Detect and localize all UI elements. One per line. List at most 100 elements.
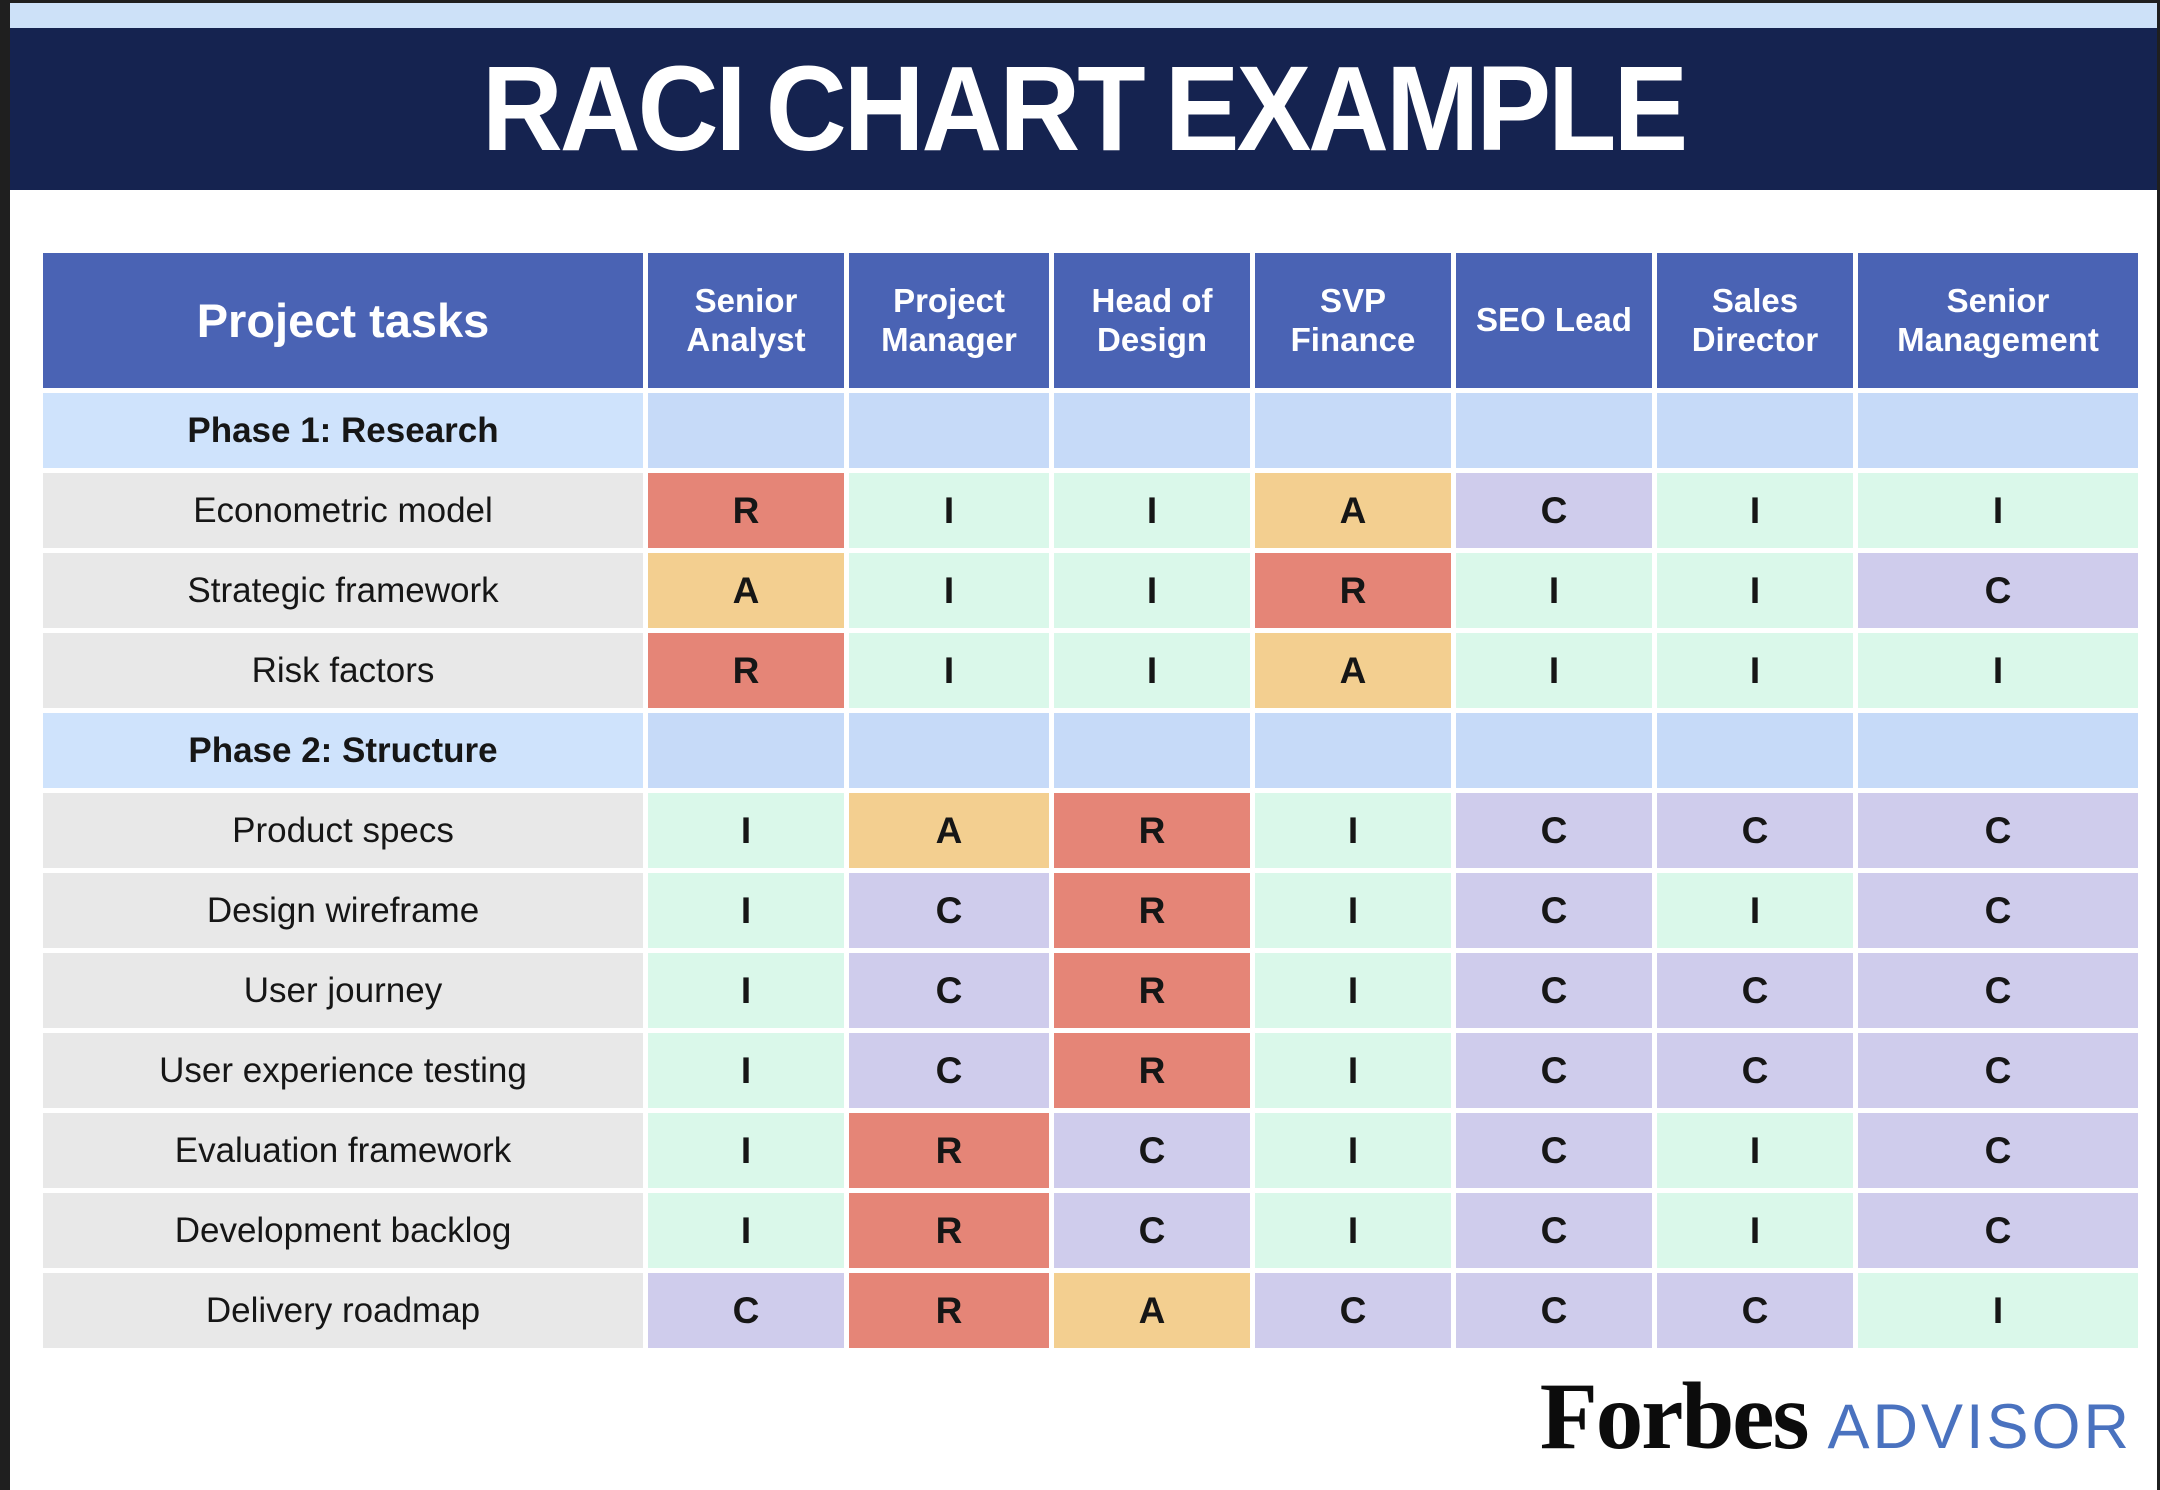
raci-cell-I: I (648, 1113, 844, 1188)
raci-cell-C: C (1858, 1033, 2138, 1108)
raci-cell-C: C (1054, 1113, 1250, 1188)
raci-cell-I: I (1054, 553, 1250, 628)
raci-cell-I: I (648, 1033, 844, 1108)
raci-cell-R: R (849, 1193, 1049, 1268)
raci-cell-I: I (1255, 1193, 1451, 1268)
raci-cell-R: R (1054, 793, 1250, 868)
raci-cell-I: I (1858, 1273, 2138, 1348)
phase-label: Phase 1: Research (43, 393, 643, 468)
raci-cell-I: I (1456, 553, 1652, 628)
raci-cell-C: C (849, 953, 1049, 1028)
phase-spacer-cell (1456, 713, 1652, 788)
raci-cell-A: A (849, 793, 1049, 868)
phase-row: Phase 1: Research (43, 393, 2138, 468)
phase-spacer-cell (1255, 713, 1451, 788)
raci-cell-R: R (648, 633, 844, 708)
raci-cell-I: I (1657, 1113, 1853, 1188)
raci-cell-I: I (1255, 1113, 1451, 1188)
phase-spacer-cell (1456, 393, 1652, 468)
task-label: Strategic framework (43, 553, 643, 628)
raci-cell-I: I (1657, 633, 1853, 708)
raci-cell-C: C (1858, 1193, 2138, 1268)
task-row: User experience testing I C R I C C C (43, 1033, 2138, 1108)
column-header-senior-analyst: Senior Analyst (648, 253, 844, 388)
raci-cell-A: A (1255, 633, 1451, 708)
raci-cell-I: I (1255, 1033, 1451, 1108)
phase-spacer-cell (849, 393, 1049, 468)
raci-cell-C: C (1456, 793, 1652, 868)
phase-spacer-cell (1657, 393, 1853, 468)
raci-cell-I: I (849, 633, 1049, 708)
task-label: Econometric model (43, 473, 643, 548)
title-banner: RACI CHART EXAMPLE (10, 28, 2157, 190)
raci-cell-C: C (1657, 1033, 1853, 1108)
task-label: User experience testing (43, 1033, 643, 1108)
raci-cell-I: I (1255, 953, 1451, 1028)
raci-cell-C: C (1456, 1113, 1652, 1188)
phase-spacer-cell (1255, 393, 1451, 468)
phase-spacer-cell (648, 713, 844, 788)
task-row: User journey I C R I C C C (43, 953, 2138, 1028)
raci-cell-C: C (1456, 1033, 1652, 1108)
table-header-row: Project tasks Senior Analyst Project Mana… (43, 253, 2138, 388)
column-header-seo-lead: SEO Lead (1456, 253, 1652, 388)
column-header-project-manager: Project Manager (849, 253, 1049, 388)
raci-cell-C: C (1858, 553, 2138, 628)
phase-spacer-cell (1858, 393, 2138, 468)
raci-cell-C: C (1858, 953, 2138, 1028)
phase-spacer-cell (648, 393, 844, 468)
raci-cell-R: R (849, 1113, 1049, 1188)
task-row: Product specs I A R I C C C (43, 793, 2138, 868)
raci-cell-I: I (1858, 473, 2138, 548)
raci-cell-C: C (1456, 1193, 1652, 1268)
column-header-senior-management: Senior Management (1858, 253, 2138, 388)
raci-cell-C: C (1456, 473, 1652, 548)
phase-spacer-cell (849, 713, 1049, 788)
brand-footer: Forbes ADVISOR (1540, 1369, 2132, 1464)
raci-cell-C: C (1054, 1193, 1250, 1268)
task-label: Development backlog (43, 1193, 643, 1268)
task-label: Delivery roadmap (43, 1273, 643, 1348)
raci-cell-R: R (1054, 1033, 1250, 1108)
raci-cell-C: C (849, 873, 1049, 948)
phase-label: Phase 2: Structure (43, 713, 643, 788)
column-header-svp-finance: SVP Finance (1255, 253, 1451, 388)
task-row: Development backlog I R C I C I C (43, 1193, 2138, 1268)
raci-cell-I: I (849, 553, 1049, 628)
raci-cell-C: C (1255, 1273, 1451, 1348)
task-row: Design wireframe I C R I C I C (43, 873, 2138, 948)
column-header-project-tasks: Project tasks (43, 253, 643, 388)
raci-table-wrap: Project tasks Senior Analyst Project Mana… (38, 248, 2157, 1353)
raci-cell-C: C (849, 1033, 1049, 1108)
raci-cell-I: I (1255, 793, 1451, 868)
raci-table: Project tasks Senior Analyst Project Mana… (38, 248, 2143, 1353)
task-row: Evaluation framework I R C I C I C (43, 1113, 2138, 1188)
raci-cell-I: I (1657, 1193, 1853, 1268)
raci-cell-C: C (1456, 953, 1652, 1028)
phase-spacer-cell (1858, 713, 2138, 788)
raci-cell-R: R (1054, 873, 1250, 948)
phase-spacer-cell (1054, 393, 1250, 468)
raci-cell-R: R (1054, 953, 1250, 1028)
phase-spacer-cell (1054, 713, 1250, 788)
raci-cell-I: I (1054, 473, 1250, 548)
advisor-logo-text: ADVISOR (1827, 1392, 2132, 1462)
page-title: RACI CHART EXAMPLE (481, 40, 1688, 176)
raci-cell-I: I (1657, 473, 1853, 548)
task-row: Risk factors R I I A I I I (43, 633, 2138, 708)
raci-cell-I: I (849, 473, 1049, 548)
raci-cell-I: I (1657, 553, 1853, 628)
raci-cell-C: C (1657, 1273, 1853, 1348)
raci-cell-I: I (1858, 633, 2138, 708)
raci-cell-C: C (1858, 1113, 2138, 1188)
raci-cell-R: R (849, 1273, 1049, 1348)
raci-cell-R: R (1255, 553, 1451, 628)
infographic-page: RACI CHART EXAMPLE Project tasks Senior … (10, 3, 2157, 1490)
raci-cell-R: R (648, 473, 844, 548)
raci-cell-C: C (1858, 793, 2138, 868)
task-row: Delivery roadmap C R A C C C I (43, 1273, 2138, 1348)
raci-cell-I: I (1255, 873, 1451, 948)
task-label: User journey (43, 953, 643, 1028)
raci-cell-I: I (648, 1193, 844, 1268)
task-row: Strategic framework A I I R I I C (43, 553, 2138, 628)
